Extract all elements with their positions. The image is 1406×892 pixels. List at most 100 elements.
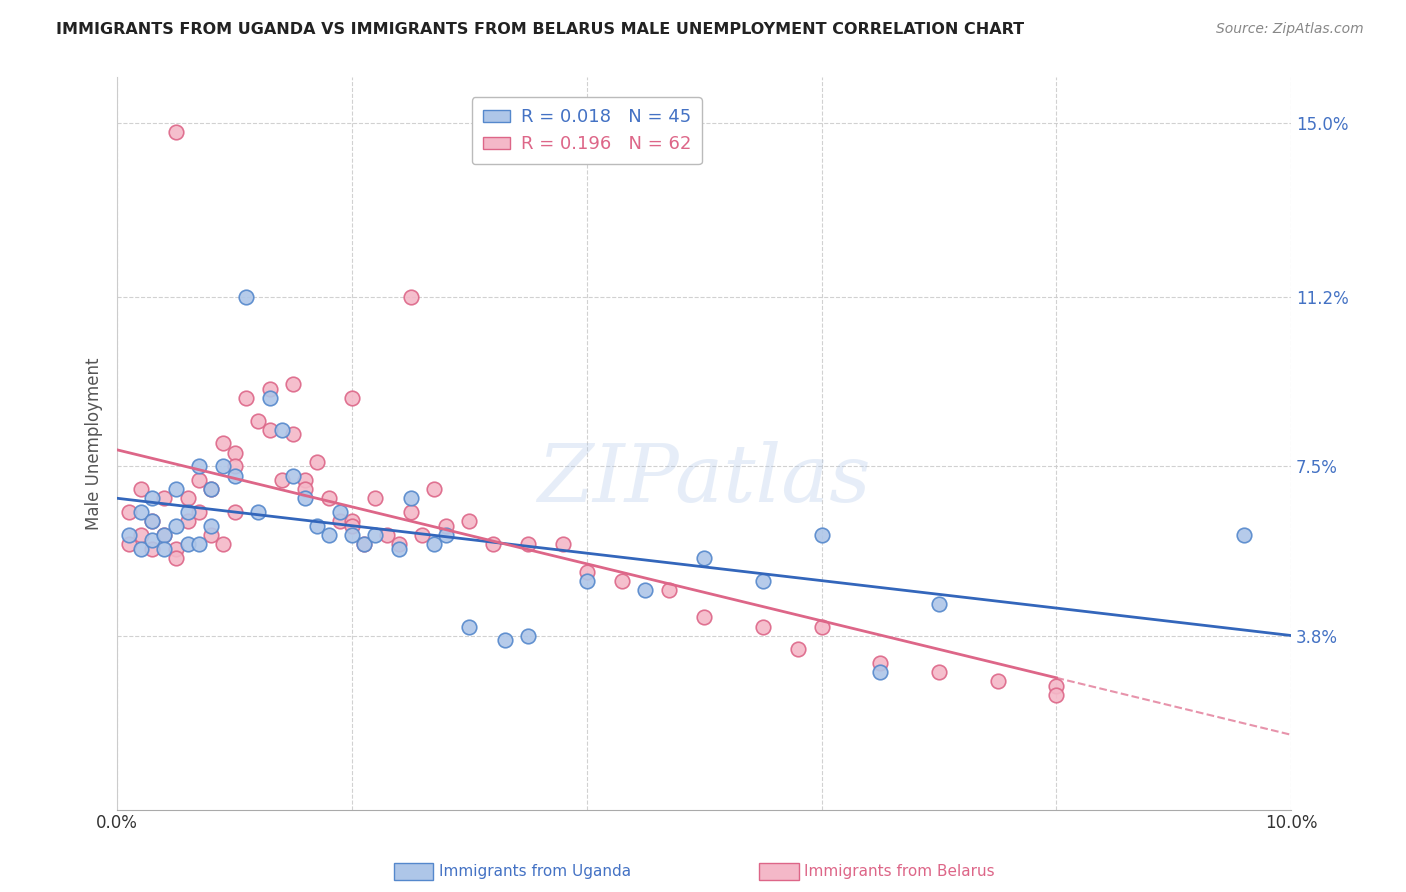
Point bbox=[375, 528, 398, 542]
Point bbox=[188, 537, 211, 551]
Point bbox=[165, 541, 187, 556]
Point bbox=[340, 391, 363, 405]
Point bbox=[129, 541, 152, 556]
Point bbox=[399, 290, 422, 304]
Point bbox=[176, 537, 198, 551]
Point bbox=[165, 482, 187, 496]
Point bbox=[329, 514, 352, 528]
Point bbox=[752, 574, 775, 588]
Point bbox=[129, 505, 152, 519]
Point bbox=[200, 482, 222, 496]
Point bbox=[340, 528, 363, 542]
Text: IMMIGRANTS FROM UGANDA VS IMMIGRANTS FROM BELARUS MALE UNEMPLOYMENT CORRELATION : IMMIGRANTS FROM UGANDA VS IMMIGRANTS FRO… bbox=[56, 22, 1025, 37]
Point bbox=[141, 491, 163, 506]
Point bbox=[118, 528, 141, 542]
Point bbox=[399, 505, 422, 519]
Point bbox=[364, 491, 387, 506]
Point bbox=[869, 656, 891, 670]
Point bbox=[1045, 679, 1067, 693]
Point bbox=[270, 423, 292, 437]
Point bbox=[247, 505, 270, 519]
Y-axis label: Male Unemployment: Male Unemployment bbox=[86, 357, 103, 530]
Point bbox=[141, 514, 163, 528]
Point bbox=[693, 550, 716, 565]
Point bbox=[553, 537, 575, 551]
Point bbox=[211, 436, 233, 450]
Point bbox=[928, 597, 950, 611]
Text: Source: ZipAtlas.com: Source: ZipAtlas.com bbox=[1216, 22, 1364, 37]
Point bbox=[340, 514, 363, 528]
Point bbox=[141, 533, 163, 547]
Point bbox=[458, 514, 481, 528]
Point bbox=[259, 391, 281, 405]
Text: Immigrants from Belarus: Immigrants from Belarus bbox=[804, 864, 995, 879]
Point bbox=[224, 459, 246, 474]
Point bbox=[752, 619, 775, 633]
Point bbox=[118, 537, 141, 551]
Point bbox=[810, 619, 832, 633]
Point bbox=[388, 541, 411, 556]
Point bbox=[224, 445, 246, 459]
Point bbox=[787, 642, 810, 657]
Point bbox=[434, 519, 457, 533]
Point bbox=[329, 505, 352, 519]
Point bbox=[575, 574, 598, 588]
Point bbox=[340, 519, 363, 533]
Point bbox=[188, 473, 211, 487]
Point bbox=[176, 491, 198, 506]
Point bbox=[259, 423, 281, 437]
Legend: R = 0.018   N = 45, R = 0.196   N = 62: R = 0.018 N = 45, R = 0.196 N = 62 bbox=[472, 97, 702, 164]
Point bbox=[458, 619, 481, 633]
Point bbox=[224, 468, 246, 483]
Point bbox=[176, 514, 198, 528]
Point bbox=[928, 665, 950, 680]
Point bbox=[153, 491, 176, 506]
Point bbox=[388, 537, 411, 551]
Point bbox=[517, 629, 540, 643]
Text: ZIPatlas: ZIPatlas bbox=[537, 442, 870, 519]
Point bbox=[165, 519, 187, 533]
Point bbox=[693, 610, 716, 624]
Point bbox=[987, 674, 1010, 689]
Point bbox=[153, 541, 176, 556]
Point bbox=[224, 505, 246, 519]
Point bbox=[575, 565, 598, 579]
Point bbox=[305, 455, 328, 469]
Point bbox=[434, 528, 457, 542]
Point bbox=[235, 391, 257, 405]
Point bbox=[634, 582, 657, 597]
Point bbox=[517, 537, 540, 551]
Point bbox=[411, 528, 433, 542]
Point bbox=[200, 528, 222, 542]
Point bbox=[294, 482, 316, 496]
Point bbox=[610, 574, 633, 588]
Point bbox=[810, 528, 832, 542]
Point bbox=[211, 459, 233, 474]
Point bbox=[318, 528, 340, 542]
Point bbox=[165, 550, 187, 565]
Point bbox=[211, 537, 233, 551]
Point bbox=[494, 633, 516, 648]
Point bbox=[188, 505, 211, 519]
Point bbox=[247, 414, 270, 428]
Point bbox=[294, 491, 316, 506]
Point bbox=[423, 482, 446, 496]
Point bbox=[353, 537, 375, 551]
Point bbox=[423, 537, 446, 551]
Point bbox=[200, 482, 222, 496]
Point bbox=[153, 528, 176, 542]
Point bbox=[482, 537, 505, 551]
Point bbox=[353, 537, 375, 551]
Point bbox=[283, 377, 305, 392]
Point bbox=[305, 519, 328, 533]
Point bbox=[399, 491, 422, 506]
Point bbox=[129, 528, 152, 542]
Point bbox=[364, 528, 387, 542]
Point bbox=[188, 459, 211, 474]
Point bbox=[318, 491, 340, 506]
Point bbox=[200, 519, 222, 533]
Point bbox=[658, 582, 681, 597]
Point bbox=[1233, 528, 1256, 542]
Point bbox=[294, 473, 316, 487]
Point bbox=[129, 482, 152, 496]
